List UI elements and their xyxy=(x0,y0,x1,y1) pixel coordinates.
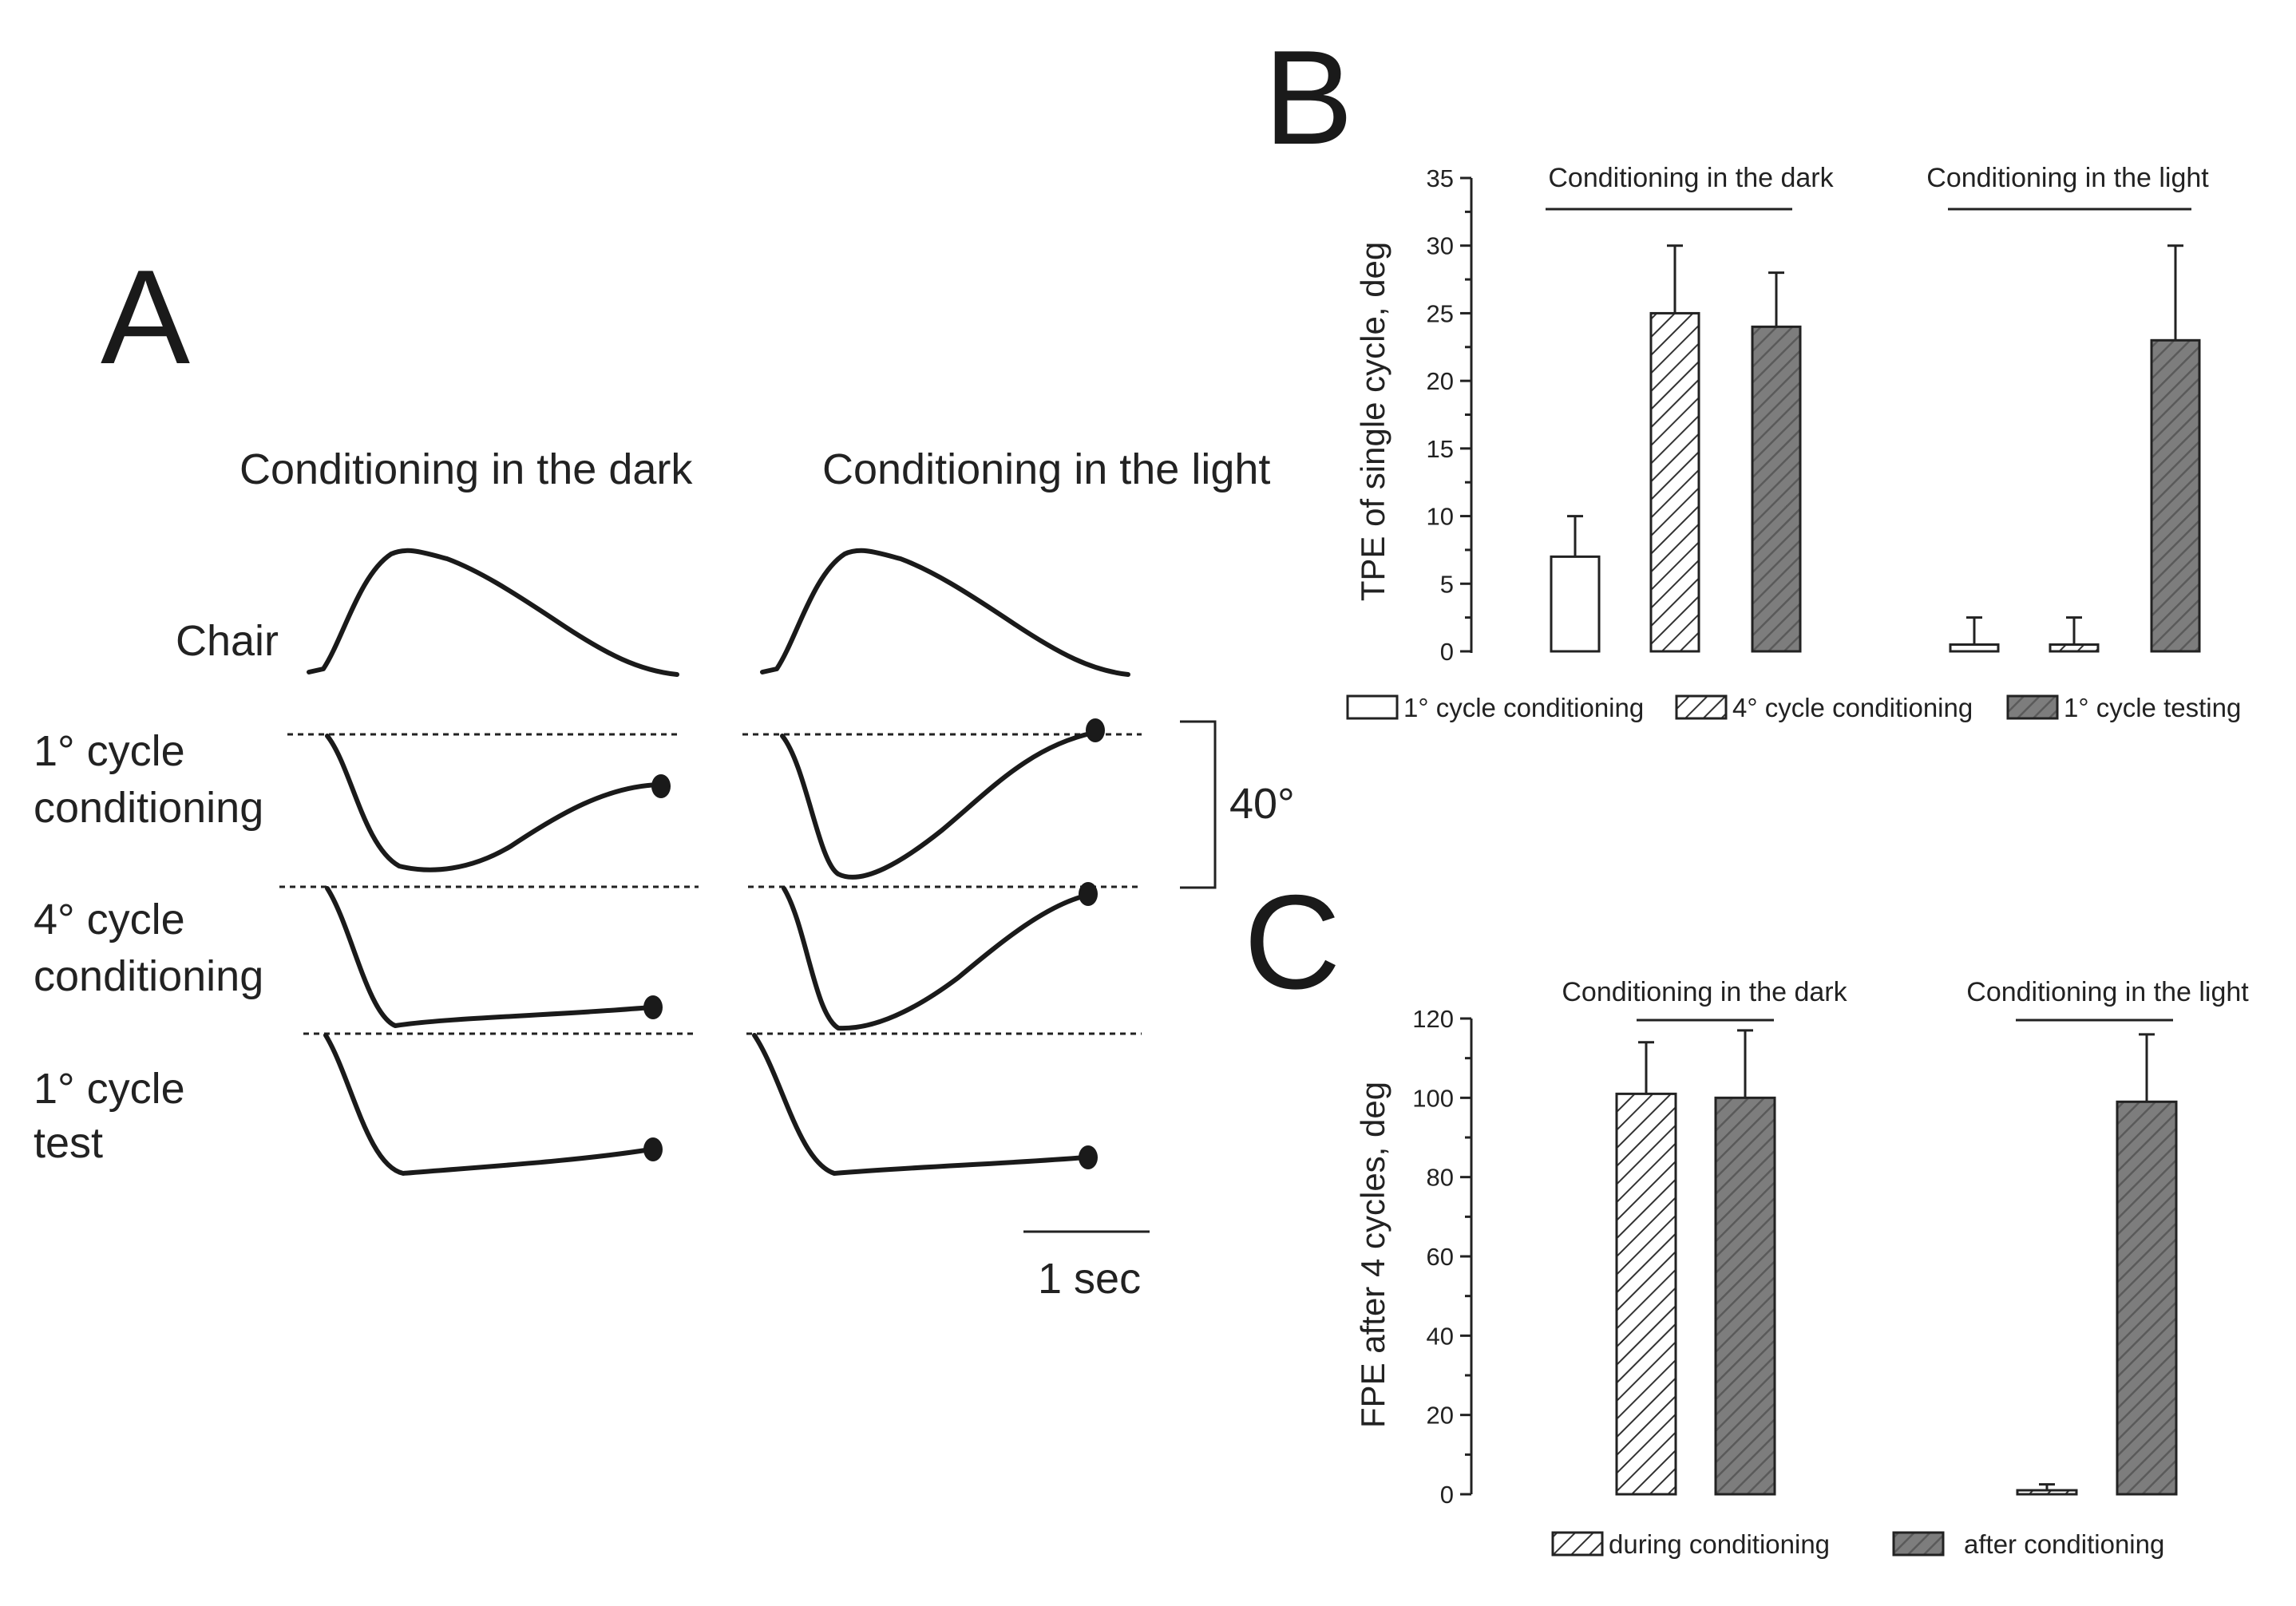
test-trace-light xyxy=(752,1033,1088,1176)
c1-end-marker-dark xyxy=(651,774,671,798)
c-bar-g1-s0 xyxy=(2016,1489,2078,1496)
c1-trace-dark xyxy=(325,734,662,872)
b-bar-g0-s1 xyxy=(1649,311,1700,653)
b-ytick-label-25: 25 xyxy=(1427,299,1454,327)
panel-b: B TPE of single cycle, deg 0 5 10 15 20 25 30 3… xyxy=(1264,22,2241,722)
c4-trace-dark xyxy=(325,886,653,1028)
c4-trace-light xyxy=(782,886,1088,1031)
legend-c-label-2: after conditioning xyxy=(1964,1529,2164,1559)
panel-c-bars xyxy=(1615,1029,2178,1496)
b-ytick-label-30: 30 xyxy=(1427,232,1454,260)
panel-c: C FPE after 4 cycles, deg 0 20 40 60 80 100 12… xyxy=(1244,867,2249,1559)
test-trace-dark xyxy=(323,1033,653,1176)
panel-c-group-light: Conditioning in the light xyxy=(1966,977,2249,1007)
panel-c-letter: C xyxy=(1244,867,1340,1017)
panel-a-col-light: Conditioning in the light xyxy=(822,445,1270,493)
c-ytick-label-20: 20 xyxy=(1427,1402,1454,1430)
row-label-chair: Chair xyxy=(176,617,279,665)
c-bar-g1-s1 xyxy=(2116,1100,2178,1496)
panel-a-letter: A xyxy=(101,242,190,392)
c-ytick-label-100: 100 xyxy=(1412,1084,1454,1112)
b-ytick-label-0: 0 xyxy=(1440,638,1454,666)
panel-b-group-dark: Conditioning in the dark xyxy=(1548,163,1834,193)
b-ytick-label-10: 10 xyxy=(1427,503,1454,531)
c-bar-g0-s1 xyxy=(1714,1096,1776,1496)
b-bar-g0-s2 xyxy=(1751,325,1802,653)
panel-b-ticks: 0 5 10 15 20 25 30 35 xyxy=(1427,164,1471,666)
b-ytick-label-5: 5 xyxy=(1440,570,1454,598)
amplitude-scale-label: 40° xyxy=(1229,780,1295,828)
panel-b-bars xyxy=(1550,244,2201,653)
chair-trace-dark xyxy=(307,548,679,677)
c-ytick-label-40: 40 xyxy=(1427,1322,1454,1350)
panel-c-group-dark: Conditioning in the dark xyxy=(1562,977,1847,1007)
legend-b-label-1: 1° cycle conditioning xyxy=(1403,693,1644,722)
amplitude-scale-bar xyxy=(1180,720,1217,889)
legend-b-label-3: 1° cycle testing xyxy=(2064,693,2241,722)
legend-c-label-1: during conditioning xyxy=(1609,1529,1830,1559)
c-ytick-label-120: 120 xyxy=(1412,1005,1454,1033)
row-label-c1-line1: 1° cycle xyxy=(34,727,185,775)
c4-end-marker-light xyxy=(1079,882,1098,906)
panel-a: A Conditioning in the dark Conditioning … xyxy=(34,242,1295,1303)
c-bar-g0-s0 xyxy=(1615,1092,1677,1496)
row-label-test-line1: 1° cycle xyxy=(34,1065,185,1113)
legend-b-label-2: 4° cycle conditioning xyxy=(1732,693,1973,722)
panel-a-col-dark: Conditioning in the dark xyxy=(239,445,693,493)
legend-b-swatch-1 xyxy=(1346,694,1399,720)
row-label-c4-line1: 4° cycle xyxy=(34,896,185,943)
chair-trace-light xyxy=(760,548,1130,677)
test-end-marker-light xyxy=(1079,1145,1098,1169)
legend-c-swatch-1 xyxy=(1551,1531,1604,1557)
b-ytick-label-15: 15 xyxy=(1427,435,1454,463)
c-ytick-label-0: 0 xyxy=(1440,1481,1454,1509)
b-bar-g0-s0 xyxy=(1550,555,1601,653)
b-bar-g1-s0 xyxy=(1949,643,2000,653)
b-ytick-label-35: 35 xyxy=(1427,164,1454,192)
legend-c-swatch-2 xyxy=(1892,1531,1945,1557)
row-label-test-line2: test xyxy=(34,1119,103,1167)
c1-trace-light xyxy=(780,730,1096,880)
row-label-c1-line2: conditioning xyxy=(34,784,263,832)
b-bar-g1-s2 xyxy=(2150,338,2201,653)
c4-end-marker-dark xyxy=(643,995,663,1019)
legend-b-swatch-2 xyxy=(1675,694,1728,720)
c-ytick-label-80: 80 xyxy=(1427,1164,1454,1192)
c1-end-marker-light xyxy=(1086,718,1105,742)
test-end-marker-dark xyxy=(643,1137,663,1161)
panel-c-ticks: 0 20 40 60 80 100 120 xyxy=(1412,1005,1471,1509)
time-scale-label: 1 sec xyxy=(1038,1255,1141,1303)
b-bar-g1-s1 xyxy=(2049,643,2100,653)
legend-b-swatch-3 xyxy=(2006,694,2059,720)
panel-c-ylabel: FPE after 4 cycles, deg xyxy=(1354,1082,1391,1428)
row-label-c4-line2: conditioning xyxy=(34,952,263,1000)
panel-b-ylabel: TPE of single cycle, deg xyxy=(1354,242,1391,602)
panel-b-letter: B xyxy=(1264,22,1353,172)
b-ytick-label-20: 20 xyxy=(1427,367,1454,395)
panel-b-group-light: Conditioning in the light xyxy=(1926,163,2209,193)
c-ytick-label-60: 60 xyxy=(1427,1243,1454,1271)
